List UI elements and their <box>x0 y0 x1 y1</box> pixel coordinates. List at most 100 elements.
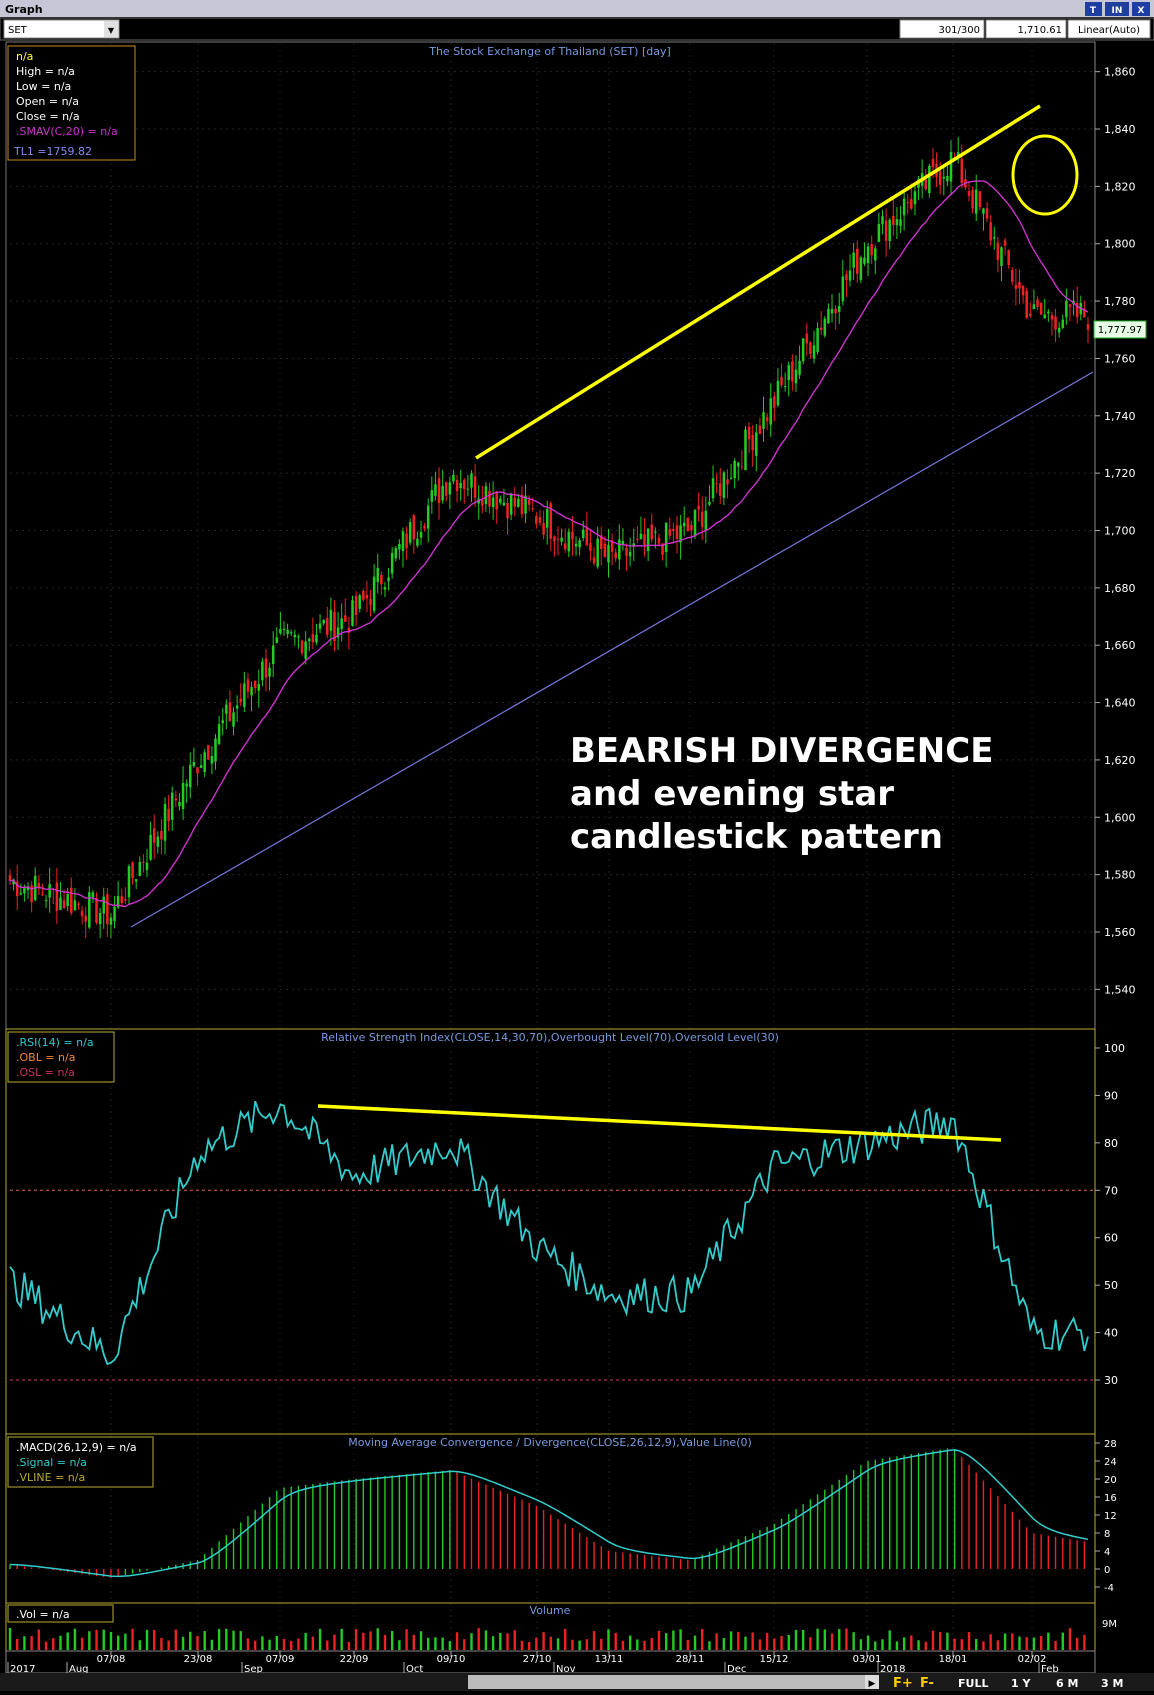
volume-bar <box>477 1628 480 1650</box>
volume-bar <box>362 1632 365 1650</box>
candle-body <box>174 798 178 801</box>
window-button-close[interactable] <box>1132 2 1150 16</box>
legend-open: Open = n/a <box>16 95 79 108</box>
volume-bar <box>592 1631 596 1650</box>
volume-bar <box>621 1640 625 1650</box>
volume-bar <box>967 1632 971 1650</box>
candle-body <box>715 483 718 485</box>
candle-body <box>434 484 437 496</box>
volume-bar <box>52 1638 55 1650</box>
candle-body <box>156 836 160 847</box>
date-label: 18/01 <box>939 1654 968 1665</box>
vol-panel-title: Volume <box>530 1604 571 1617</box>
rsi-tick-label: 90 <box>1104 1089 1118 1102</box>
volume-bar <box>16 1638 19 1650</box>
window-button-in[interactable] <box>1105 2 1129 16</box>
window-button-t[interactable] <box>1085 2 1102 16</box>
date-label: 15/12 <box>760 1654 789 1665</box>
candle-body <box>758 425 762 434</box>
candle-body <box>351 600 354 626</box>
volume-bar <box>1003 1633 1007 1650</box>
candle-body <box>675 525 679 539</box>
zoom-out-button[interactable]: F- <box>920 1676 934 1691</box>
candle-body <box>726 479 729 485</box>
candle-body <box>924 179 928 190</box>
candle-body <box>837 305 841 312</box>
volume-bar <box>499 1632 502 1650</box>
volume-bar <box>225 1628 228 1650</box>
volume-bar <box>715 1633 718 1650</box>
range-full-button[interactable]: FULL <box>958 1677 988 1690</box>
candle-body <box>326 618 329 635</box>
candle-body <box>773 396 776 408</box>
candle-body <box>780 376 783 386</box>
price-tick-label: 1,620 <box>1104 754 1136 767</box>
candle-body <box>848 270 852 281</box>
candle-body <box>531 508 535 510</box>
zoom-in-button[interactable]: F+ <box>893 1676 913 1691</box>
candle-body <box>441 485 444 501</box>
candle-body <box>892 215 895 226</box>
rsi-legend-obl: .OBL = n/a <box>16 1051 75 1064</box>
scroll-right-button[interactable] <box>865 1675 879 1689</box>
volume-bar <box>405 1629 408 1650</box>
scrollbar-thumb[interactable] <box>468 1675 865 1689</box>
volume-bar <box>383 1634 387 1650</box>
candle-body <box>960 158 964 184</box>
volume-bar <box>398 1640 401 1650</box>
candle-body <box>362 590 365 600</box>
volume-bar <box>1047 1632 1050 1650</box>
range-3m-button[interactable]: 3 M <box>1101 1677 1123 1690</box>
candle-body <box>704 510 708 531</box>
candle-body <box>239 698 243 703</box>
candle-body <box>686 517 690 532</box>
volume-bar <box>686 1639 690 1650</box>
symbol-value: SET <box>8 25 28 36</box>
chevron-down-icon: ▼ <box>108 26 115 35</box>
candle-body <box>307 638 311 642</box>
candle-body <box>556 538 560 540</box>
volume-bar <box>59 1635 62 1650</box>
candle-body <box>639 533 643 540</box>
candle-body <box>426 505 430 529</box>
candle-body <box>178 802 181 807</box>
symbol-dropdown-button[interactable] <box>104 21 118 37</box>
rsi-line <box>9 1100 1089 1366</box>
candle-body <box>1065 300 1068 318</box>
candle-body <box>834 308 837 314</box>
candle-body <box>1014 284 1018 289</box>
volume-bar <box>470 1633 473 1650</box>
scale-mode-field[interactable] <box>1067 19 1151 39</box>
candle-body <box>863 257 866 264</box>
range-1y-button[interactable]: 1 Y <box>1011 1677 1031 1690</box>
volume-bar <box>780 1636 783 1650</box>
candle-body <box>495 491 498 510</box>
symbol-select[interactable] <box>3 19 120 39</box>
volume-bar <box>23 1636 26 1650</box>
annotation-line-2: and evening star <box>570 774 894 814</box>
candle-body <box>545 509 549 528</box>
rsi-tick-label: 30 <box>1104 1374 1118 1387</box>
candle-body <box>668 529 672 536</box>
volume-bar <box>953 1638 956 1650</box>
volume-bar <box>491 1636 495 1650</box>
candle-body <box>801 338 805 362</box>
macd-legend-signal: .Signal = n/a <box>16 1456 87 1469</box>
candle-body <box>729 477 733 479</box>
volume-bar <box>693 1635 697 1650</box>
volume-bar <box>102 1629 105 1650</box>
candle-body <box>823 318 827 336</box>
candle-body <box>84 915 87 922</box>
candle-body <box>145 862 149 870</box>
volume-bars <box>8 1628 1086 1650</box>
price-tick-label: 1,760 <box>1104 352 1136 365</box>
candle-body <box>578 540 581 548</box>
volume-bar <box>376 1628 379 1650</box>
candle-body <box>946 175 949 182</box>
volume-bar <box>1075 1637 1079 1650</box>
candle-body <box>1003 240 1007 246</box>
candle-body <box>830 308 834 314</box>
macd-tick-label: 4 <box>1104 1547 1110 1558</box>
range-6m-button[interactable]: 6 M <box>1056 1677 1078 1690</box>
